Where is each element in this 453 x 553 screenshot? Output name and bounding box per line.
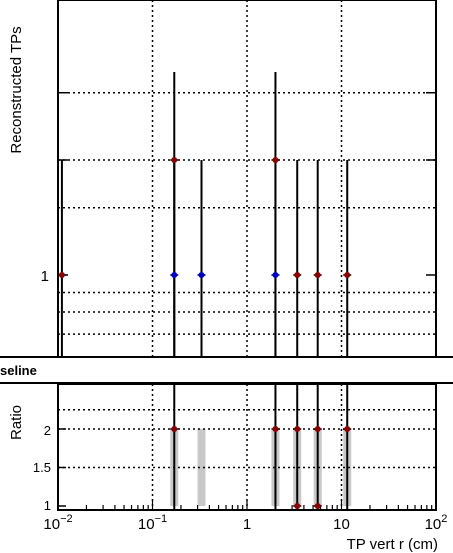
ratio-data-point <box>294 503 301 509</box>
main-y-axis-label: Reconstructed TPs <box>8 26 25 153</box>
ratio-data-point <box>272 426 279 432</box>
panel-divider-band <box>0 357 453 383</box>
x-tick-label: 10−2 <box>43 513 72 533</box>
ratio-gridlines <box>57 384 436 510</box>
x-tick-label: 10−1 <box>138 513 167 533</box>
main-data-point <box>272 157 279 163</box>
main-data-point <box>314 272 321 278</box>
main-y-tick-label: 1 <box>41 268 49 285</box>
ratio-y-tick-label: 1 <box>44 498 51 513</box>
x-axis-label: TP vert r (cm) <box>347 536 438 553</box>
ratio-data-point <box>294 426 301 432</box>
main-data-point <box>58 272 65 278</box>
ratio-data-marks <box>170 384 352 510</box>
main-data-point <box>198 272 205 278</box>
ratio-y-tick-label: 2 <box>44 423 51 438</box>
legend-label: seline <box>0 363 37 378</box>
main-data-point <box>171 272 178 278</box>
main-data-point <box>171 157 178 163</box>
main-data-point <box>344 272 351 278</box>
ratio-plot-area <box>57 383 437 511</box>
main-data-point <box>294 272 301 278</box>
ratio-gray-band <box>197 429 206 506</box>
ratio-y-axis-label: Ratio <box>8 405 25 440</box>
main-data-point <box>272 272 279 278</box>
ratio-data-point <box>314 503 321 509</box>
x-tick-label: 102 <box>425 513 448 533</box>
x-tick-label: 10 <box>333 516 350 533</box>
x-tick-label: 1 <box>243 516 251 533</box>
x-tick-labels: 10−2 10−1 1 10 102 <box>43 513 447 533</box>
ratio-data-point <box>314 426 321 432</box>
main-plot-area <box>57 0 437 358</box>
ratio-data-point <box>344 426 351 432</box>
main-data-marks <box>57 72 352 357</box>
ratio-y-tick-label: 1.5 <box>33 460 51 475</box>
main-gridlines <box>58 0 436 357</box>
ratio-data-point <box>171 426 178 432</box>
